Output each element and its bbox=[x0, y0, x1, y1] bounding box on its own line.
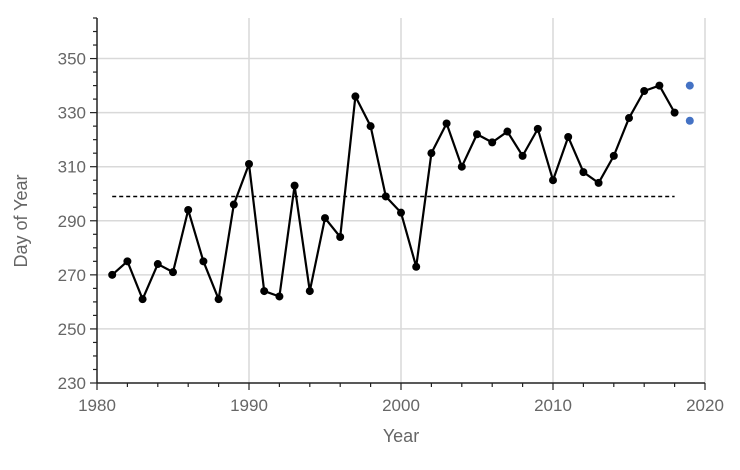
data-point bbox=[442, 119, 451, 128]
data-point bbox=[473, 130, 481, 139]
data-point bbox=[457, 162, 466, 171]
x-tick-label: 2010 bbox=[534, 396, 572, 415]
data-point bbox=[533, 124, 542, 133]
data-point bbox=[123, 257, 132, 266]
data-point bbox=[290, 181, 299, 190]
data-point bbox=[305, 287, 314, 296]
data-point bbox=[229, 200, 238, 209]
y-tick-label: 270 bbox=[58, 266, 86, 285]
data-point bbox=[351, 92, 360, 101]
data-point bbox=[549, 176, 557, 185]
data-point bbox=[321, 214, 329, 223]
y-tick-label: 290 bbox=[58, 212, 86, 231]
tick-labels: 230 250 270 290 310 330 350 1980 1990 2000 2010 202… bbox=[58, 50, 724, 415]
y-tick-label: 250 bbox=[58, 320, 86, 339]
x-axis-title: Year bbox=[383, 426, 419, 446]
data-point bbox=[336, 233, 345, 241]
data-point bbox=[108, 270, 117, 279]
data-point bbox=[381, 192, 390, 201]
data-point bbox=[397, 208, 405, 217]
grid-lines bbox=[97, 18, 706, 383]
y-tick-label: 330 bbox=[58, 104, 86, 123]
data-point bbox=[366, 122, 375, 131]
y-tick-label: 230 bbox=[58, 374, 86, 393]
data-point bbox=[625, 114, 633, 123]
data-point bbox=[609, 151, 618, 160]
data-point bbox=[579, 168, 588, 177]
data-point bbox=[199, 257, 208, 266]
x-tick-label: 1980 bbox=[78, 396, 116, 415]
data-point bbox=[138, 295, 147, 304]
y-tick-label: 310 bbox=[58, 158, 86, 177]
series-group bbox=[108, 81, 694, 304]
data-point bbox=[518, 151, 527, 160]
data-point bbox=[640, 87, 649, 95]
y-axis-title: Day of Year bbox=[11, 174, 31, 267]
data-point bbox=[412, 262, 421, 271]
y-tick-label: 350 bbox=[58, 50, 86, 69]
x-tick-label: 2000 bbox=[382, 396, 420, 415]
forecast-point bbox=[685, 116, 694, 125]
data-point bbox=[275, 292, 284, 301]
forecast-point bbox=[685, 81, 694, 90]
data-point bbox=[214, 295, 223, 304]
data-point bbox=[260, 287, 269, 296]
x-tick-label: 1990 bbox=[230, 396, 268, 415]
data-point bbox=[564, 132, 573, 141]
data-point bbox=[169, 268, 177, 277]
x-tick-label: 2020 bbox=[686, 396, 724, 415]
data-point bbox=[594, 178, 603, 187]
data-point bbox=[655, 81, 664, 90]
data-point bbox=[184, 205, 193, 214]
data-point bbox=[503, 127, 512, 136]
axes bbox=[90, 17, 706, 390]
data-point bbox=[153, 260, 162, 269]
series-line bbox=[111, 84, 676, 301]
data-point bbox=[488, 138, 497, 147]
data-point bbox=[670, 108, 679, 117]
data-point bbox=[427, 149, 436, 158]
data-point bbox=[245, 160, 253, 168]
